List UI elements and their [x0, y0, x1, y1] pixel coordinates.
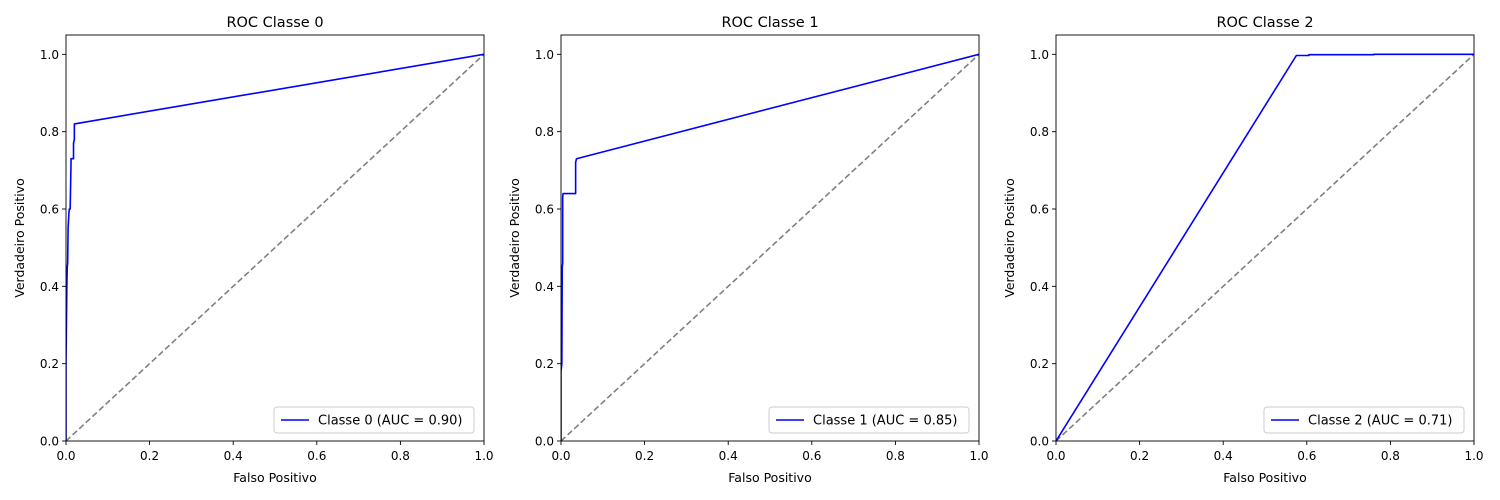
x-tick-label: 0.8 [1381, 449, 1400, 463]
axes-frame [1055, 34, 1475, 442]
x-axis-label: Falso Positivo [233, 470, 316, 485]
x-tick-label: 0.8 [886, 449, 905, 463]
y-tick-label: 0.0 [40, 435, 59, 449]
y-tick-label: 0.6 [535, 203, 554, 217]
y-tick-label: 1.0 [535, 48, 554, 62]
x-tick-label: 1.0 [1464, 449, 1483, 463]
roc-panel-1: 0.0 0.2 0.4 0.6 0.8 1.0 0.0 0.2 0.4 0.6 0.8 1.0 ROC … [507, 15, 989, 485]
roc-curve-series-0 [561, 53, 979, 441]
x-tick-label: 0.0 [56, 449, 75, 463]
legend-label: Classe 2 (AUC = 0.71) [1308, 414, 1452, 429]
chance-line [66, 53, 484, 441]
legend-label: Classe 1 (AUC = 0.85) [813, 414, 957, 429]
legend-box [1263, 406, 1465, 434]
x-tick-label: 0.2 [140, 449, 159, 463]
y-axis-label: Verdadeiro Positivo [1002, 178, 1017, 298]
chart-title: ROC Classe 0 [226, 15, 323, 31]
y-tick-label: 0.6 [1030, 203, 1049, 217]
x-tick-label: 0.2 [1130, 449, 1149, 463]
roc-panel-2: 0.0 0.2 0.4 0.6 0.8 1.0 0.0 0.2 0.4 0.6 0.8 1.0 ROC … [1002, 15, 1484, 485]
x-tick-label: 0.4 [224, 449, 243, 463]
y-axis-label: Verdadeiro Positivo [507, 178, 522, 298]
chance-line [1056, 53, 1474, 441]
y-axis-label: Verdadeiro Positivo [12, 178, 27, 298]
y-tick-label: 0.8 [1030, 125, 1049, 139]
legend: Classe 0 (AUC = 0.90) [273, 406, 475, 434]
y-tick-label: 0.2 [535, 357, 554, 371]
x-axis-label: Falso Positivo [728, 470, 811, 485]
roc-curve-series-0 [1056, 53, 1474, 441]
x-tick-label: 0.0 [1046, 449, 1065, 463]
x-tick-label: 0.2 [635, 449, 654, 463]
roc-curve-series-0 [66, 53, 484, 441]
x-tick-label: 0.4 [719, 449, 738, 463]
x-tick-label: 0.6 [1297, 449, 1316, 463]
x-axis-label: Falso Positivo [1223, 470, 1306, 485]
x-tick-label: 0.0 [551, 449, 570, 463]
y-tick-label: 0.0 [1030, 435, 1049, 449]
x-tick-label: 1.0 [474, 449, 493, 463]
legend-label: Classe 0 (AUC = 0.90) [318, 414, 462, 429]
roc-panel-0: 0.0 0.2 0.4 0.6 0.8 1.0 0.0 0.2 0.4 0.6 0.8 1.0 ROC … [12, 15, 494, 485]
legend: Classe 1 (AUC = 0.85) [768, 406, 970, 434]
legend-box [768, 406, 970, 434]
y-tick-label: 0.4 [1030, 280, 1049, 294]
y-tick-label: 1.0 [1030, 48, 1049, 62]
chance-line [561, 53, 979, 441]
y-tick-label: 0.6 [40, 203, 59, 217]
x-tick-label: 0.6 [307, 449, 326, 463]
y-tick-label: 0.2 [1030, 357, 1049, 371]
x-tick-label: 1.0 [969, 449, 988, 463]
y-tick-label: 1.0 [40, 48, 59, 62]
y-tick-label: 0.4 [535, 280, 554, 294]
x-tick-label: 0.4 [1214, 449, 1233, 463]
x-tick-label: 0.8 [391, 449, 410, 463]
legend: Classe 2 (AUC = 0.71) [1263, 406, 1465, 434]
y-tick-label: 0.2 [40, 357, 59, 371]
y-tick-label: 0.8 [40, 125, 59, 139]
axes-frame [560, 34, 980, 442]
x-tick-label: 0.6 [802, 449, 821, 463]
axes-frame [65, 34, 485, 442]
chart-title: ROC Classe 1 [721, 15, 818, 31]
y-tick-label: 0.8 [535, 125, 554, 139]
y-tick-label: 0.0 [535, 435, 554, 449]
chart-title: ROC Classe 2 [1216, 15, 1313, 31]
legend-box [273, 406, 475, 434]
y-tick-label: 0.4 [40, 280, 59, 294]
